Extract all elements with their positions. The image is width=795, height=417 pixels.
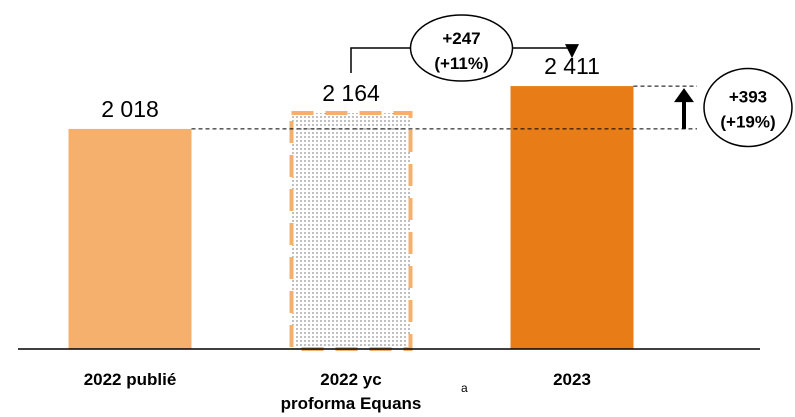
category-label-2022-publie: 2022 publié — [84, 370, 177, 389]
bridge-arrowhead — [565, 44, 579, 59]
total-delta-value: +393 — [729, 87, 767, 106]
total-arrowhead — [674, 88, 694, 103]
bar-2022-proforma-fill — [291, 113, 411, 349]
bridge-delta-percent: (+11%) — [434, 54, 488, 73]
total-bubble — [703, 67, 793, 148]
bar-2022-publie — [68, 128, 192, 349]
total-delta-percent: (+19%) — [720, 112, 775, 131]
category-label-line: 2023 — [553, 370, 591, 389]
category-label-line: proforma Equans — [281, 394, 422, 413]
category-label-line: 2022 publié — [84, 370, 177, 389]
bridge-annotation: +247 (+11%) — [350, 14, 579, 82]
category-label-line: 2022 yc — [320, 370, 381, 389]
bars — [68, 86, 634, 351]
footnote-marker: a — [461, 381, 468, 395]
bar-2023 — [510, 86, 634, 350]
bridge-delta-value: +247 — [442, 29, 480, 48]
bridge-bubble — [409, 14, 514, 82]
category-label-2023: 2023 — [553, 370, 591, 389]
category-label-2022-proforma: 2022 yc proforma Equans — [281, 370, 422, 413]
value-label-2022-proforma: 2 164 — [322, 80, 380, 106]
value-label-2022-publie: 2 018 — [101, 96, 159, 122]
total-annotation: +393 (+19%) — [674, 67, 793, 148]
